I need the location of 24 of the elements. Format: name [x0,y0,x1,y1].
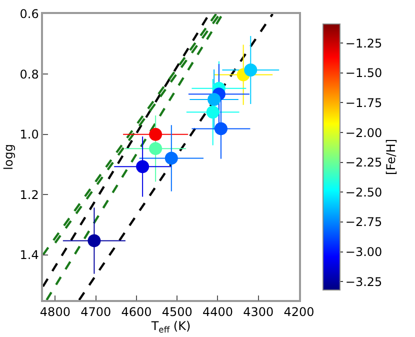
x-axis-title: T$_{eff}$ (K) [150,319,191,335]
y-tick-label: 0.8 [20,67,39,82]
color-bar-label: −1.25 [345,36,382,50]
x-tick-label: 4800 [40,305,70,320]
color-bar-label: −2.75 [345,215,382,230]
y-tick-label: 1.2 [20,188,39,202]
color-bar-label: −2.00 [345,126,382,140]
y-tick-label: 1.0 [20,128,39,142]
color-bar-label: −1.75 [345,96,382,110]
color-bar-label: −1.50 [345,66,382,80]
color-bar-title: [Fe/H] [384,138,398,176]
y-axis-title: logg [2,144,16,170]
color-bar-label: −2.25 [345,156,382,170]
x-tick-label: 4700 [80,305,112,320]
color-bar-label: −2.50 [345,185,382,200]
color-bar-label: −3.25 [345,274,382,289]
x-tick-label: 4600 [121,305,152,320]
y-tick-label: 1.4 [20,248,39,262]
y-tick-label: 0.6 [20,7,39,22]
x-tick-label: 4300 [243,305,274,320]
x-tick-label: 4400 [202,305,234,320]
x-tick-label: 4200 [284,305,314,320]
color-bar-label: −3.00 [345,245,382,260]
x-tick-label: 4500 [162,305,192,320]
